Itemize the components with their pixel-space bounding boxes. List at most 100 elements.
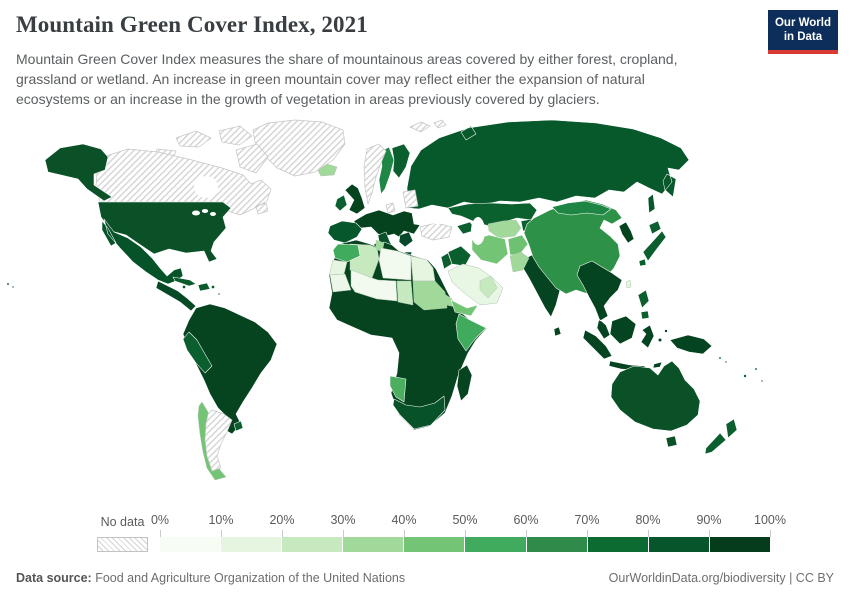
region-philippines[interactable] (637, 289, 650, 320)
region-united-states[interactable] (44, 143, 232, 263)
region-canada[interactable] (95, 148, 272, 216)
region-denmark[interactable] (385, 202, 396, 214)
region-mauritania[interactable] (329, 273, 352, 293)
region-central-europe[interactable] (353, 209, 421, 238)
region-peru[interactable] (182, 331, 213, 374)
legend-tick-label: 0% (150, 513, 170, 527)
region-cuba[interactable] (172, 276, 197, 287)
region-argentina[interactable] (204, 409, 233, 472)
legend-bin-swatch[interactable] (160, 537, 222, 552)
region-svalbard[interactable] (409, 119, 447, 133)
region-ireland[interactable] (334, 194, 348, 212)
region-spain-portugal[interactable] (327, 220, 363, 244)
region-libya[interactable] (378, 247, 412, 281)
legend-tick-mark (770, 530, 771, 537)
legend-tick-mark (160, 530, 161, 537)
chart-subtitle: Mountain Green Cover Index measures the … (16, 51, 678, 107)
region-russia[interactable] (406, 119, 690, 214)
region-mali-niger[interactable] (350, 269, 398, 302)
license-link[interactable]: OurWorldinData.org/biodiversity | CC BY (608, 571, 834, 585)
region-antilles[interactable] (217, 292, 221, 296)
region-central-america[interactable] (155, 280, 197, 312)
region-south-africa[interactable] (392, 395, 446, 430)
legend-tick-label: 70% (574, 513, 600, 527)
data-source-note: Data source: Food and Agriculture Organi… (16, 571, 405, 585)
region-madagascar[interactable] (456, 364, 473, 402)
baltic-sea (392, 187, 402, 205)
legend-bin-swatch[interactable] (282, 537, 344, 552)
black-sea (422, 210, 454, 224)
region-hawaii[interactable] (6, 282, 10, 286)
owid-logo[interactable]: Our World in Data (767, 10, 838, 54)
legend-tick-mark (465, 530, 466, 537)
region-moluccas[interactable] (657, 337, 663, 343)
region-puerto-rico[interactable] (211, 285, 215, 289)
region-sudan[interactable] (412, 280, 448, 311)
legend-tick-label: 30% (330, 513, 356, 527)
region-united-kingdom[interactable] (344, 183, 366, 215)
region-mexico[interactable] (101, 218, 184, 285)
legend-bin-swatch[interactable] (648, 537, 710, 552)
region-solomons[interactable] (724, 360, 728, 364)
region-iraq[interactable] (447, 245, 472, 267)
region-southeast-asia[interactable] (576, 260, 623, 340)
region-finland[interactable] (391, 143, 411, 179)
legend-bin-swatch[interactable] (526, 537, 588, 552)
region-hispaniola[interactable] (197, 282, 211, 292)
region-oman[interactable] (479, 275, 498, 299)
region-indonesia[interactable] (582, 315, 663, 372)
region-chad[interactable] (396, 280, 414, 306)
legend-no-data-label: No data (100, 515, 145, 529)
region-norway[interactable] (363, 143, 387, 205)
region-yemen[interactable] (450, 299, 479, 317)
legend-bin-swatch[interactable] (404, 537, 466, 552)
legend-tick-mark (282, 530, 283, 537)
legend-bin-swatch[interactable] (343, 537, 405, 552)
region-canada-arctic-islands[interactable] (153, 125, 269, 174)
region-new-guinea[interactable] (669, 334, 713, 355)
region-new-zealand[interactable] (704, 418, 738, 455)
region-pacific-islands[interactable] (754, 367, 758, 371)
legend-no-data-swatch[interactable] (97, 537, 148, 552)
region-namibia[interactable] (389, 375, 407, 403)
region-kazakhstan[interactable] (447, 202, 538, 227)
legend-bin-swatch[interactable] (221, 537, 283, 552)
page-title: Mountain Green Cover Index, 2021 (16, 12, 368, 37)
map-legend: No data 0% 10% 20% 30% 40% 50% 60% 70% 80% 90% 100… (0, 513, 850, 559)
region-somalia[interactable] (455, 313, 487, 352)
region-egypt[interactable] (410, 255, 436, 282)
region-turkey[interactable] (419, 222, 453, 241)
chart-footer: Data source: Food and Agriculture Organi… (16, 571, 834, 585)
region-solomons[interactable] (718, 356, 722, 360)
region-japan[interactable] (638, 220, 667, 267)
data-source-label: Data source: (16, 571, 92, 585)
great-lakes (210, 212, 216, 216)
legend-bin-swatch[interactable] (587, 537, 649, 552)
region-south-america[interactable] (182, 303, 278, 435)
region-pakistan[interactable] (509, 251, 530, 273)
region-taiwan[interactable] (625, 279, 632, 289)
region-mongolia[interactable] (551, 200, 612, 216)
region-jamaica[interactable] (182, 285, 186, 289)
region-pacific-islands[interactable] (760, 379, 764, 383)
legend-bin-swatch[interactable] (465, 537, 527, 552)
region-central-asia[interactable] (487, 219, 522, 239)
region-australia[interactable] (610, 360, 701, 448)
region-pacific-islands[interactable] (743, 374, 747, 378)
region-hawaii[interactable] (11, 285, 15, 289)
data-source-text: Food and Agriculture Organization of the… (91, 571, 406, 585)
region-afghanistan[interactable] (507, 234, 529, 256)
region-korea[interactable] (618, 221, 635, 244)
region-western-sahara[interactable] (328, 259, 348, 276)
legend-tick-label: 60% (513, 513, 539, 527)
caspian-sea (471, 217, 485, 245)
legend-tick-mark (526, 530, 527, 537)
region-uruguay[interactable] (233, 420, 244, 432)
legend-bin-swatch[interactable] (709, 537, 770, 552)
legend-tick-label: 10% (208, 513, 234, 527)
legend-tick-label: 40% (391, 513, 417, 527)
region-sri-lanka[interactable] (553, 326, 562, 337)
great-lakes (201, 209, 209, 213)
region-moluccas[interactable] (664, 329, 668, 333)
region-baltic-states[interactable] (402, 189, 419, 209)
